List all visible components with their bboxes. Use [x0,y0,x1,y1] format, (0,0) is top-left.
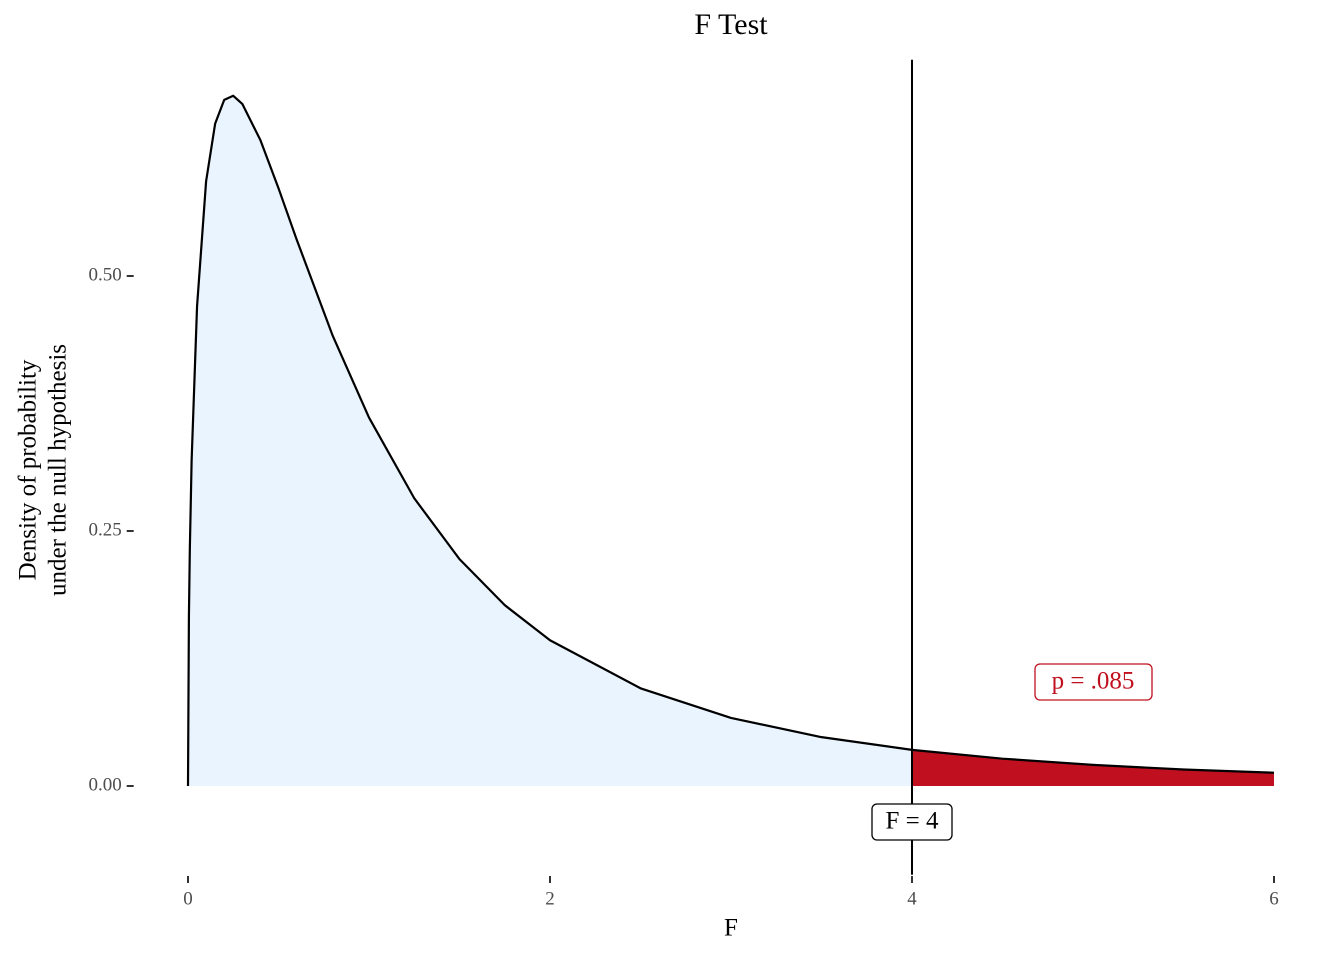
y-tick-label: 0.50 [88,264,121,285]
x-tick-label: 6 [1269,888,1279,909]
x-axis-label: F [724,915,738,942]
y-tick-label: 0.00 [88,774,121,795]
p-label-box [1034,663,1153,701]
p-label: p = .085 [1052,668,1135,695]
x-tick-label: 4 [907,888,917,909]
statistic-label-box [871,803,953,841]
statistic-label: F = 4 [885,808,939,835]
density-curve [186,94,1275,787]
y-tick-label: 0.25 [88,519,121,540]
chart-title: F Test [694,8,768,41]
x-tick-label: 0 [183,888,193,909]
density-area [188,95,912,787]
y-axis-label: under the null hypothesis [45,344,72,596]
y-axis-label: Density of probability [15,359,42,580]
x-tick-label: 2 [545,888,555,909]
